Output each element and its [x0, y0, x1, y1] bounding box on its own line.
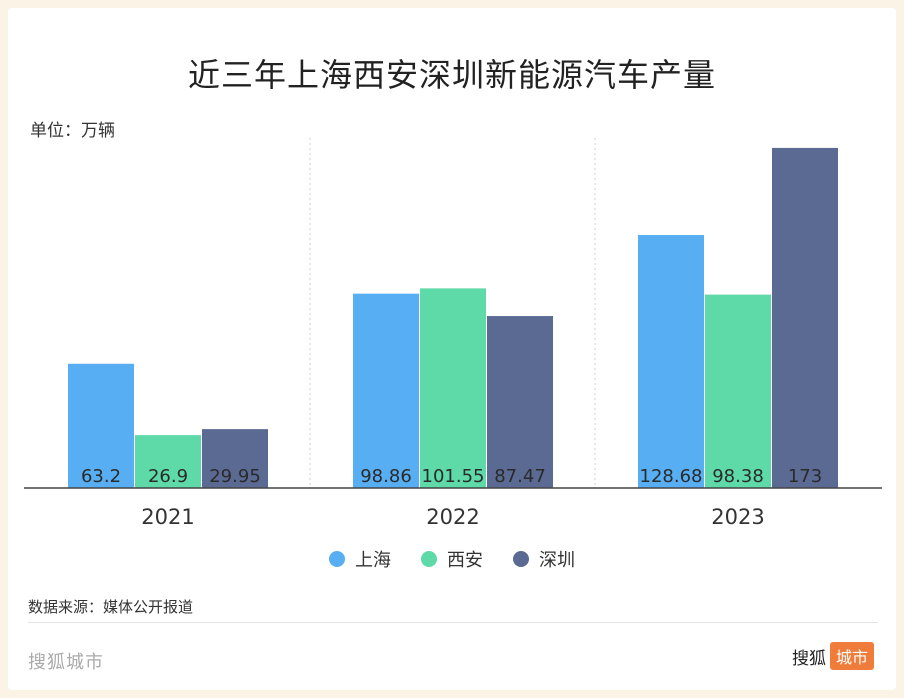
data-label-西安-2023: 98.38	[712, 466, 764, 487]
chart-card: 近三年上海西安深圳新能源汽车产量 单位：万辆 63.2 26.9 29.95 2021…	[8, 8, 896, 690]
footer-brand: 搜狐城市	[28, 652, 104, 673]
data-label-上海-2021: 63.2	[81, 466, 121, 487]
x-tick-label-2021: 2021	[141, 505, 194, 529]
legend-swatch	[421, 551, 437, 567]
legend-item-上海: 上海	[329, 546, 391, 572]
bar-上海-2021	[68, 363, 134, 488]
x-tick-label-2023: 2023	[711, 505, 764, 529]
bar-chart: 63.2 26.9 29.95 2021 98.86 101.55 87.47 2022 128…	[24, 138, 882, 529]
footer-divider	[28, 622, 878, 623]
footer-logo-badge: 城市	[829, 642, 874, 670]
x-tick-label-2022: 2022	[426, 505, 479, 529]
legend-label: 深圳	[539, 550, 575, 571]
footer-logo: 搜狐 城市	[792, 642, 874, 670]
source-note: 数据来源：媒体公开报道	[28, 598, 194, 616]
data-label-上海-2022: 98.86	[360, 466, 412, 487]
legend-item-深圳: 深圳	[513, 546, 575, 572]
footer-logo-text: 搜狐	[791, 648, 826, 669]
legend-swatch	[513, 551, 529, 567]
data-label-深圳-2023: 173	[788, 466, 822, 487]
legend-label: 西安	[447, 550, 483, 571]
legend-label: 上海	[355, 550, 391, 571]
data-label-上海-2023: 128.68	[640, 466, 703, 487]
legend-swatch	[329, 551, 345, 567]
legend: 上海 西安 深圳	[8, 546, 896, 572]
bar-西安-2022	[420, 288, 486, 488]
data-label-西安-2021: 26.9	[148, 466, 188, 487]
bar-深圳-2021	[202, 429, 268, 488]
bar-深圳-2023	[772, 147, 838, 488]
legend-item-西安: 西安	[421, 546, 483, 572]
unit-label: 单位：万辆	[30, 121, 115, 141]
bar-西安-2023	[705, 294, 771, 488]
data-label-深圳-2022: 87.47	[494, 466, 546, 487]
bar-上海-2022	[353, 293, 419, 488]
bar-西安-2021	[135, 435, 201, 488]
bar-上海-2023	[638, 235, 704, 488]
data-label-西安-2022: 101.55	[422, 466, 485, 487]
data-label-深圳-2021: 29.95	[209, 466, 261, 487]
chart-title: 近三年上海西安深圳新能源汽车产量	[187, 56, 716, 94]
bar-深圳-2022	[487, 316, 553, 488]
